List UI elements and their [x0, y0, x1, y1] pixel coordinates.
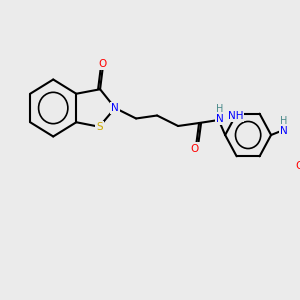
Text: O: O: [99, 59, 107, 69]
Text: N: N: [111, 103, 119, 113]
Text: O: O: [191, 143, 199, 154]
Text: O: O: [295, 161, 300, 171]
Text: NH: NH: [228, 111, 243, 122]
Text: N: N: [280, 125, 288, 136]
Text: H: H: [280, 116, 287, 126]
Text: N: N: [216, 113, 224, 124]
Text: S: S: [96, 122, 103, 132]
Text: H: H: [216, 104, 224, 115]
